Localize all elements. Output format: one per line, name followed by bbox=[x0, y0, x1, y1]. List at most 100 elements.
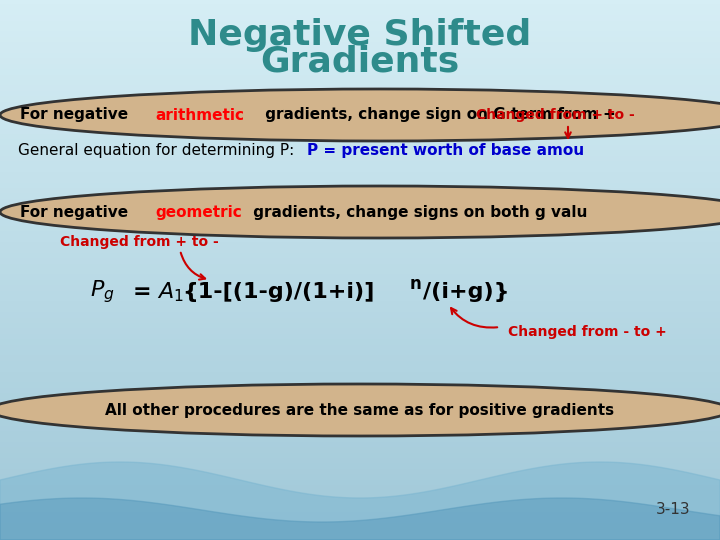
Bar bbox=[0, 507, 720, 513]
Text: Changed from + to -: Changed from + to - bbox=[60, 235, 219, 249]
Bar bbox=[0, 415, 720, 421]
Text: All other procedures are the same as for positive gradients: All other procedures are the same as for… bbox=[105, 402, 615, 417]
Bar bbox=[0, 134, 720, 140]
Text: For negative: For negative bbox=[20, 205, 133, 219]
Bar bbox=[0, 355, 720, 362]
Bar bbox=[0, 15, 720, 22]
Bar bbox=[0, 193, 720, 200]
Bar bbox=[0, 102, 720, 108]
Bar bbox=[0, 442, 720, 448]
Bar bbox=[0, 58, 720, 65]
Bar bbox=[0, 323, 720, 329]
Ellipse shape bbox=[0, 89, 720, 141]
Bar bbox=[0, 399, 720, 405]
Bar bbox=[0, 48, 720, 54]
Bar bbox=[0, 53, 720, 59]
Bar bbox=[0, 512, 720, 518]
Bar bbox=[0, 280, 720, 286]
Bar bbox=[0, 96, 720, 103]
Bar bbox=[0, 474, 720, 481]
Bar bbox=[0, 204, 720, 211]
Text: geometric: geometric bbox=[155, 205, 242, 219]
Bar bbox=[0, 199, 720, 205]
Bar bbox=[0, 382, 720, 389]
Bar bbox=[0, 112, 720, 119]
Bar bbox=[0, 69, 720, 76]
Text: General equation for determining P:: General equation for determining P: bbox=[18, 143, 299, 158]
Bar bbox=[0, 318, 720, 324]
Bar bbox=[0, 26, 720, 32]
Bar bbox=[0, 285, 720, 292]
Bar bbox=[0, 183, 720, 189]
Text: gradients, change signs on both g valu: gradients, change signs on both g valu bbox=[248, 205, 588, 219]
Text: 3-13: 3-13 bbox=[655, 503, 690, 517]
Bar bbox=[0, 307, 720, 313]
Bar bbox=[0, 145, 720, 151]
Bar bbox=[0, 220, 720, 227]
Text: gradients, change sign on G term from +: gradients, change sign on G term from + bbox=[260, 107, 616, 123]
Bar bbox=[0, 420, 720, 427]
Bar bbox=[0, 264, 720, 270]
Bar bbox=[0, 431, 720, 437]
Bar bbox=[0, 404, 720, 410]
Bar bbox=[0, 118, 720, 124]
Bar bbox=[0, 496, 720, 502]
Text: n: n bbox=[410, 275, 422, 293]
Bar bbox=[0, 242, 720, 248]
Bar bbox=[0, 393, 720, 400]
Bar bbox=[0, 139, 720, 146]
Bar bbox=[0, 150, 720, 157]
Bar bbox=[0, 447, 720, 454]
Bar bbox=[0, 107, 720, 113]
Text: Negative Shifted: Negative Shifted bbox=[189, 18, 531, 52]
Bar bbox=[0, 215, 720, 221]
Bar bbox=[0, 345, 720, 351]
Bar bbox=[0, 377, 720, 383]
Bar bbox=[0, 485, 720, 491]
Bar bbox=[0, 237, 720, 243]
Bar bbox=[0, 269, 720, 275]
Text: $P_{g}$: $P_{g}$ bbox=[90, 279, 114, 306]
Bar bbox=[0, 453, 720, 459]
Bar bbox=[0, 64, 720, 70]
Bar bbox=[0, 361, 720, 367]
Bar bbox=[0, 161, 720, 167]
Text: {1-[(1-g)/(1+i)]: {1-[(1-g)/(1+i)] bbox=[182, 282, 374, 302]
Bar bbox=[0, 156, 720, 162]
Bar bbox=[0, 372, 720, 378]
Bar bbox=[0, 226, 720, 232]
Bar bbox=[0, 247, 720, 254]
Bar bbox=[0, 274, 720, 281]
Bar bbox=[0, 291, 720, 297]
Bar bbox=[0, 210, 720, 216]
Bar bbox=[0, 301, 720, 308]
Text: Changed from + to -: Changed from + to - bbox=[476, 108, 635, 122]
Bar bbox=[0, 328, 720, 335]
Text: P = present worth of base amou: P = present worth of base amou bbox=[307, 143, 584, 158]
Bar bbox=[0, 253, 720, 259]
Bar bbox=[0, 4, 720, 11]
Bar bbox=[0, 409, 720, 416]
Bar bbox=[0, 480, 720, 486]
Bar bbox=[0, 166, 720, 173]
Bar bbox=[0, 339, 720, 346]
Text: Gradients: Gradients bbox=[261, 45, 459, 79]
Bar bbox=[0, 469, 720, 475]
Bar bbox=[0, 490, 720, 497]
Bar bbox=[0, 426, 720, 432]
Bar bbox=[0, 501, 720, 508]
Bar bbox=[0, 528, 720, 535]
Bar bbox=[0, 366, 720, 373]
Bar bbox=[0, 129, 720, 135]
Bar bbox=[0, 188, 720, 194]
Bar bbox=[0, 350, 720, 356]
Bar bbox=[0, 296, 720, 302]
Ellipse shape bbox=[0, 186, 720, 238]
Text: arithmetic: arithmetic bbox=[155, 107, 244, 123]
Bar bbox=[0, 436, 720, 443]
Text: /(i+g)}: /(i+g)} bbox=[423, 282, 510, 302]
Bar bbox=[0, 80, 720, 86]
Bar bbox=[0, 123, 720, 130]
Bar bbox=[0, 231, 720, 238]
Bar bbox=[0, 21, 720, 27]
